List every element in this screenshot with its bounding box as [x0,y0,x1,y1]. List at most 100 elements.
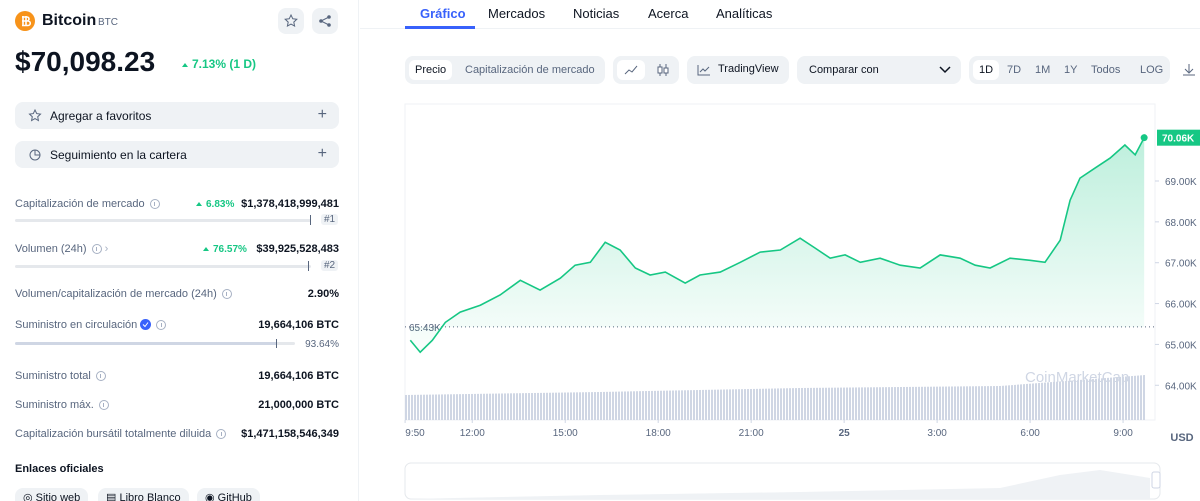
compare-dropdown[interactable]: Comparar con [797,56,961,84]
stat-label: Suministro máx. [15,399,109,411]
tab[interactable]: Acerca [648,6,689,21]
price: $70,098.23 [15,46,156,77]
x-tick-label: 12:00 [460,428,485,439]
y-tick-label: 68.00K [1165,218,1197,229]
stat-label-text: Volumen (24h) [15,243,87,255]
sidebar: Bitcoin BTC $70,098.23 7.13% (1 D) Agreg… [0,0,359,501]
range-option[interactable]: LOG [1140,64,1164,76]
price-change-text: 7.13% (1 D) [192,57,257,71]
rank-badge: #2 [321,260,339,271]
x-tick-label: 18:00 [646,428,671,439]
link-chip[interactable]: ◉ GitHub [197,488,260,501]
links-title: Enlaces oficiales [15,463,104,475]
x-tick-label: 3:00 [927,428,947,439]
watermark: CoinMarketCap [1025,369,1129,386]
range-option[interactable]: Todos [1091,64,1121,76]
range-option[interactable]: 7D [1007,64,1022,76]
favorite-button[interactable]: Agregar a favoritos + [15,102,339,129]
x-tick-label: 9:00 [1113,428,1133,439]
tab[interactable]: Analíticas [716,6,773,21]
y-tick-label: 65.00K [1165,340,1197,351]
supply-bar [15,342,295,345]
download-button[interactable] [1182,63,1196,77]
stat-value: $1,471,158,546,349 [241,428,339,440]
stat-change: 76.57% [203,244,247,255]
rank-bar [15,219,311,222]
stat-value: 2.90% [307,288,339,300]
stat-label: Capitalización de mercado [15,198,160,210]
currency-label: USD [1170,432,1193,444]
stat-change-text: 76.57% [213,244,247,255]
price-change: 7.13% (1 D) [182,57,256,71]
star-button[interactable] [278,8,304,34]
tradingview-button[interactable]: TradingView [687,56,789,84]
coin-logo [15,11,35,31]
x-tick-label: 9:50 [405,428,425,439]
stat-change: 6.83% [196,199,234,210]
tab[interactable]: Gráfico [420,6,466,21]
link-text: GitHub [217,492,252,501]
range-option[interactable]: 1Y [1064,64,1078,76]
price-area [410,137,1145,353]
portfolio-label: Seguimiento en la cartera [50,148,187,162]
tab[interactable]: Noticias [573,6,620,21]
stat-value: 19,664,106 BTC [258,319,339,331]
price-line [409,137,1145,354]
link-text: Sitio web [35,492,81,501]
navigator-handle[interactable] [1151,471,1161,489]
range-option[interactable]: 1M [1035,64,1051,76]
volume-bars [405,375,1145,420]
tradingview-label: TradingView [718,63,779,75]
stat-label: Suministro total [15,370,106,382]
stat-value: 21,000,000 BTC [258,399,339,411]
mode-option[interactable]: Precio [409,60,453,80]
x-tick-label: 15:00 [553,428,578,439]
rank-bar [15,265,311,268]
stat-label-text: Suministro máx. [15,399,94,411]
link-chip[interactable]: ◎ Sitio web [15,488,89,501]
stat-label: Capitalización bursátil totalmente dilui… [15,428,227,440]
stat-value: $1,378,418,999,481 [241,198,339,210]
stat-label-text: Capitalización bursátil totalmente dilui… [15,428,212,440]
x-tick-label: 25 [839,428,851,439]
chart-style-toggle [613,56,679,84]
stat-label: Volumen (24h) › [15,243,109,255]
stat-label-text: Suministro total [15,370,91,382]
line-style[interactable] [617,60,645,80]
tab-divider [360,28,1200,29]
current-label: 70.06K [1162,134,1195,145]
stat-label-text: Suministro en circulación [15,319,138,331]
y-tick-label: 67.00K [1165,259,1197,270]
mode-toggle: Precio Capitalización de mercado [405,56,605,84]
x-tick-label: 6:00 [1020,428,1040,439]
current-tag [1157,129,1200,146]
last-point [1140,134,1148,142]
range-option[interactable]: 1D [973,60,1000,80]
tab[interactable]: Mercados [488,6,546,21]
y-tick-label: 69.00K [1165,177,1197,188]
mode-option[interactable]: Capitalización de mercado [465,64,595,76]
supply-percent: 93.64% [305,339,339,350]
stat-label-text: Capitalización de mercado [15,198,145,210]
stat-value: 19,664,106 BTC [258,370,339,382]
y-tick-label: 64.00K [1165,381,1197,392]
stat-label-text: Volumen/capitalización de mercado (24h) [15,288,217,300]
compare-label: Comparar con [809,64,879,76]
coin-name: Bitcoin [42,12,97,29]
range-toggle: 1D 7D 1M 1Y Todos LOG [969,56,1170,84]
stat-label: Suministro en circulación [15,319,167,331]
portfolio-button[interactable]: Seguimiento en la cartera + [15,141,339,168]
link-chip[interactable]: ▤ Libro Blanco [98,488,189,501]
coin-symbol: BTC [98,17,118,28]
stat-label: Volumen/capitalización de mercado (24h) [15,288,232,300]
tab-underline [405,26,475,29]
stat-value: $39,925,528,483 [256,243,339,255]
link-text: Libro Blanco [119,492,181,501]
candle-style[interactable] [649,60,677,80]
share-button[interactable] [312,8,338,34]
x-tick-label: 21:00 [739,428,764,439]
y-tick-label: 66.00K [1165,300,1197,311]
favorite-label: Agregar a favoritos [50,109,152,123]
